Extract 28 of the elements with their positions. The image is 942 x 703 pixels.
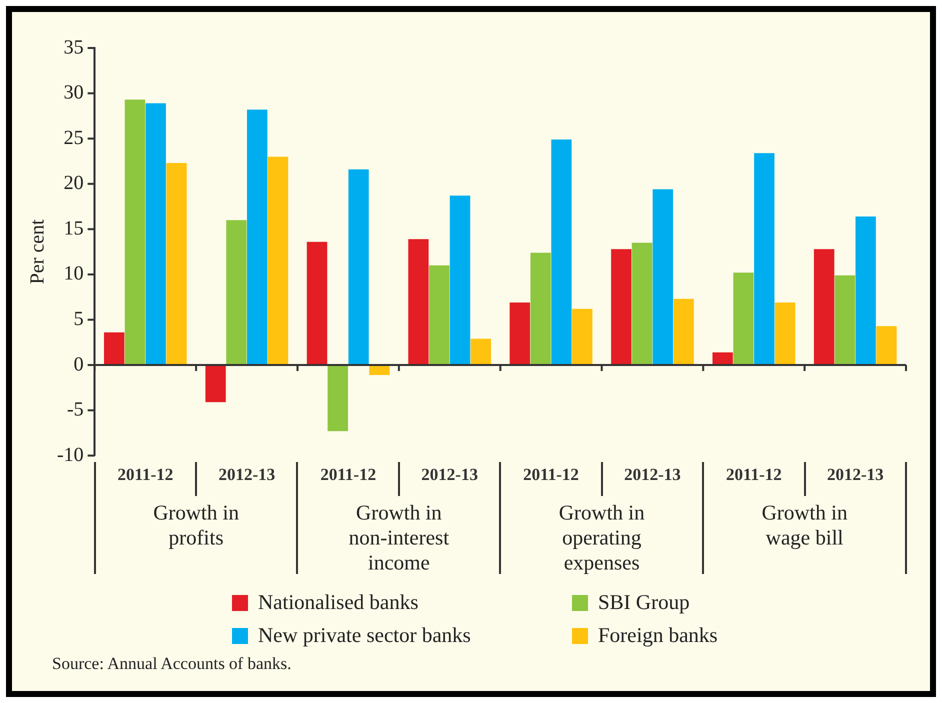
text: Growth in non-interest income	[348, 500, 450, 575]
x-tick-label: 2012-13	[421, 465, 478, 484]
text: Growth in operating expenses	[558, 500, 646, 575]
y-tick-label: 35	[64, 36, 84, 58]
y-axis-title: Per cent	[26, 218, 48, 284]
x-tick-label: 2012-13	[826, 465, 884, 484]
legend-label: New private sector banks	[258, 623, 471, 648]
x-tick-label: 2012-13	[624, 465, 681, 484]
x-tick-label: 2011-12	[523, 465, 579, 484]
legend-label: Foreign banks	[598, 623, 718, 648]
x-tick-label: 2011-12	[118, 465, 174, 484]
x-tick-label: 2011-12	[320, 465, 376, 484]
x-tick-label: 2012-13	[218, 465, 276, 484]
text: Growth in wage bill	[762, 500, 848, 550]
source-note: Source: Annual Accounts of banks.	[52, 654, 292, 674]
legend-label: Nationalised banks	[258, 590, 418, 615]
y-tick-label: -10	[56, 444, 84, 466]
y-tick-label: 25	[64, 126, 84, 149]
y-tick-label: -5	[66, 398, 84, 421]
text: Growth in profits	[153, 500, 240, 550]
y-tick-label: 30	[64, 82, 84, 104]
y-tick-label: 20	[64, 172, 84, 194]
y-tick-label: 10	[64, 262, 84, 285]
legend-label: SBI Group	[598, 590, 690, 615]
x-tick-label: 2011-12	[726, 465, 782, 484]
y-tick-label: 15	[64, 217, 84, 240]
y-tick-label: 0	[74, 353, 84, 376]
y-tick-label: 5	[74, 308, 84, 330]
